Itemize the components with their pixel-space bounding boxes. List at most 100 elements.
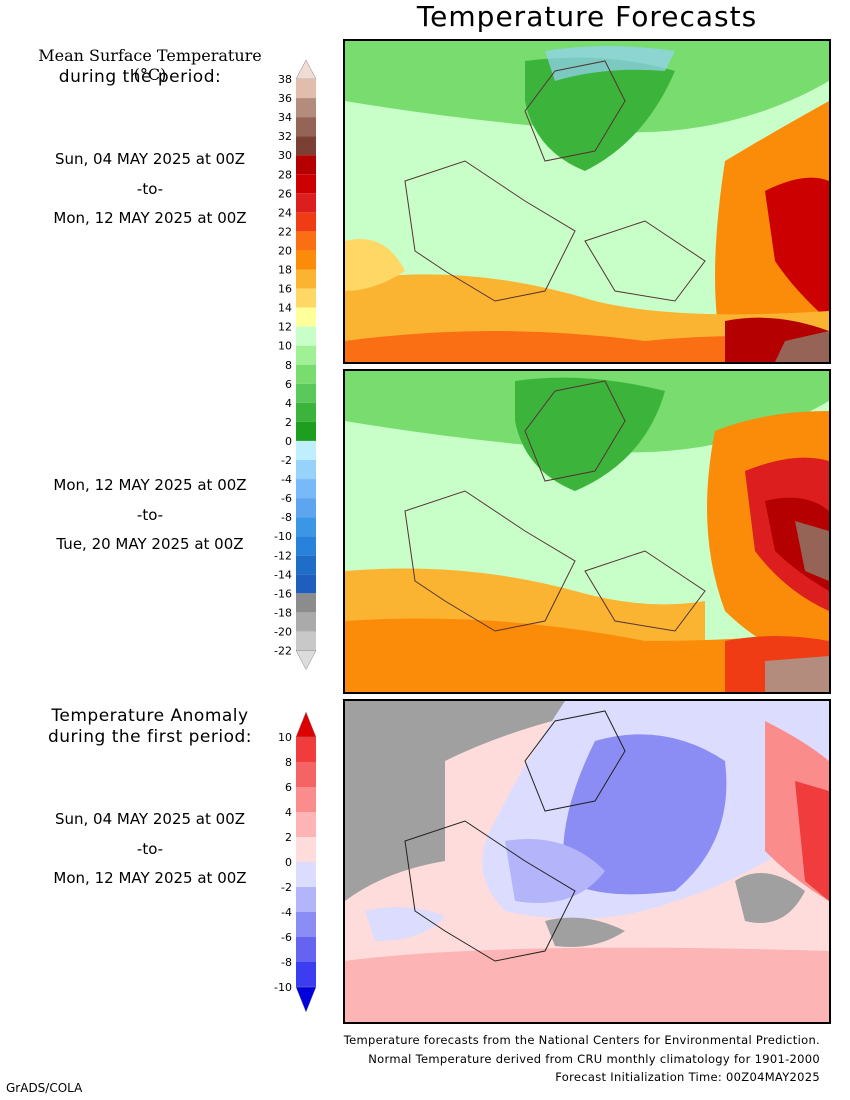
mean-colorbar-tick-label: 14: [278, 302, 292, 315]
page-title: Temperature Forecasts: [416, 0, 758, 33]
mean-colorbar-swatch: [296, 288, 316, 308]
mean-colorbar-swatch: [296, 479, 316, 499]
anomaly-colorbar-tick-label: 4: [285, 806, 292, 819]
anomaly-colorbar-swatch: [296, 762, 316, 787]
forecast-map-period2: [343, 369, 831, 694]
period1-end: Mon, 12 MAY 2025 at 00Z: [53, 209, 247, 227]
mean-temp-legend-title: Mean Surface Temperature (°C): [38, 46, 262, 84]
mean-colorbar-swatch: [296, 593, 316, 613]
mean-colorbar-swatch: [296, 79, 316, 99]
mean-colorbar-tick-label: 8: [285, 359, 292, 372]
anomaly-colorbar-tick-label: -6: [281, 931, 292, 944]
anomaly-legend-title: Temperature Anomaly: [51, 706, 249, 726]
period3-label: Sun, 04 MAY 2025 at 00Z -to- Mon, 12 MAY…: [20, 805, 280, 894]
footer-line2: Normal Temperature derived from CRU mont…: [368, 1051, 820, 1066]
anomaly-colorbar-swatch: [296, 912, 316, 937]
anomaly-colorbar-tick-label: 2: [285, 831, 292, 844]
mean-colorbar-swatch: [296, 250, 316, 270]
mean-colorbar-tick-label: -20: [274, 625, 292, 638]
period3-sep: -to-: [136, 839, 164, 858]
mean-colorbar-tick-label: -18: [274, 606, 292, 619]
mean-colorbar-tick-label: 10: [278, 340, 292, 353]
anomaly-colorbar-tick-label: 6: [285, 781, 292, 794]
period2-end: Tue, 20 MAY 2025 at 00Z: [56, 535, 244, 553]
mean-colorbar-swatch: [296, 193, 316, 213]
mean-colorbar-tick-label: -8: [281, 511, 292, 524]
mean-colorbar-tick-label: 28: [278, 168, 292, 181]
mean-colorbar-swatch: [296, 402, 316, 422]
forecast-map-period1: [343, 39, 831, 364]
anomaly-colorbar-tick-label: -10: [274, 981, 292, 994]
period2-sep: -to-: [136, 505, 164, 524]
anomaly-colorbar-swatch: [296, 862, 316, 887]
mean-colorbar-swatch: [296, 517, 316, 537]
anomaly-colorbar-bottom-arrow: [295, 986, 317, 1013]
anomaly-colorbar-swatch: [296, 837, 316, 862]
mean-colorbar-swatch: [296, 269, 316, 289]
mean-colorbar-tick-label: 24: [278, 206, 292, 219]
mean-colorbar-tick-label: -16: [274, 587, 292, 600]
mean-colorbar-tick-label: 2: [285, 416, 292, 429]
mean-colorbar-tick-label: -10: [274, 530, 292, 543]
mean-temp-legend-subtitle: during the period:: [58, 67, 222, 87]
period2-label: Mon, 12 MAY 2025 at 00Z -to- Tue, 20 MAY…: [20, 471, 280, 560]
mean-colorbar-swatch: [296, 631, 316, 651]
anomaly-colorbar-tick-label: 0: [285, 856, 292, 869]
mean-colorbar-swatch: [296, 440, 316, 460]
footer-notes: Temperature forecasts from the National …: [240, 1031, 820, 1087]
mean-colorbar-swatch: [296, 421, 316, 441]
mean-colorbar-swatch: [296, 231, 316, 251]
mean-colorbar-tick-label: -6: [281, 492, 292, 505]
anomaly-legend-title-block: Temperature Anomaly during the first per…: [20, 706, 280, 748]
mean-colorbar-tick-label: -12: [274, 549, 292, 562]
mean-colorbar-swatch: [296, 212, 316, 232]
anomaly-colorbar-swatch: [296, 887, 316, 912]
mean-colorbar-tick-label: -22: [274, 645, 292, 658]
anomaly-colorbar-swatch: [296, 787, 316, 812]
period2-start: Mon, 12 MAY 2025 at 00Z: [53, 476, 247, 494]
mean-colorbar-swatch: [296, 307, 316, 327]
mean-colorbar-swatch: [296, 574, 316, 594]
anomaly-map-period1: [343, 699, 831, 1024]
mean-colorbar-swatch: [296, 117, 316, 137]
mean-colorbar-swatch: [296, 460, 316, 480]
period1-start: Sun, 04 MAY 2025 at 00Z: [54, 150, 246, 168]
period1-sep: -to-: [136, 179, 164, 198]
mean-colorbar-tick-label: 30: [278, 149, 292, 162]
mean-colorbar-tick-label: 4: [285, 397, 292, 410]
mean-colorbar-swatch: [296, 345, 316, 365]
mean-colorbar-tick-label: 34: [278, 111, 292, 124]
mean-colorbar-swatch: [296, 383, 316, 403]
anomaly-colorbar-swatch: [296, 812, 316, 837]
mean-colorbar-swatch: [296, 155, 316, 175]
grads-credit: GrADS/COLA: [6, 1081, 83, 1095]
mean-colorbar-tick-label: -2: [281, 454, 292, 467]
period1-label: Sun, 04 MAY 2025 at 00Z -to- Mon, 12 MAY…: [20, 145, 280, 234]
mean-colorbar-tick-label: 12: [278, 321, 292, 334]
anomaly-colorbar-tick-label: -2: [281, 881, 292, 894]
anomaly-colorbar-swatch: [296, 737, 316, 762]
mean-colorbar-swatch: [296, 612, 316, 632]
mean-colorbar-swatch: [296, 364, 316, 384]
mean-colorbar-tick-label: 6: [285, 378, 292, 391]
mean-temp-colorbar: 38 36 34 32 30 28 26 24 22 20 18 16 14 12 10 8 6 4 2 0 -2 -4-…: [245, 55, 325, 675]
anomaly-colorbar-top-arrow: [295, 711, 317, 738]
period3-end: Mon, 12 MAY 2025 at 00Z: [53, 869, 247, 887]
anomaly-colorbar-tick-label: 10: [278, 731, 292, 744]
mean-colorbar-tick-label: -4: [281, 473, 292, 486]
mean-colorbar-swatch: [296, 536, 316, 556]
mean-colorbar-tick-label: 36: [278, 92, 292, 105]
mean-colorbar-tick-label: 16: [278, 283, 292, 296]
mean-colorbar-tick-label: 18: [278, 264, 292, 277]
mean-colorbar-tick-label: 38: [278, 73, 292, 86]
mean-colorbar-tick-label: 26: [278, 187, 292, 200]
anomaly-colorbar-swatch: [296, 937, 316, 962]
mean-colorbar-tick-label: 22: [278, 225, 292, 238]
footer-line3: Forecast Initialization Time: 00Z04MAY20…: [555, 1070, 820, 1084]
mean-colorbar-swatch: [296, 555, 316, 575]
mean-colorbar-tick-label: 20: [278, 244, 292, 257]
mean-colorbar-swatch: [296, 174, 316, 194]
footer-line1: Temperature forecasts from the National …: [343, 1033, 820, 1047]
anomaly-colorbar-tick-label: 8: [285, 756, 292, 769]
anomaly-colorbar: 10 8 6 4 2 0 -2 -4 -6 -8 -10: [245, 705, 325, 1015]
